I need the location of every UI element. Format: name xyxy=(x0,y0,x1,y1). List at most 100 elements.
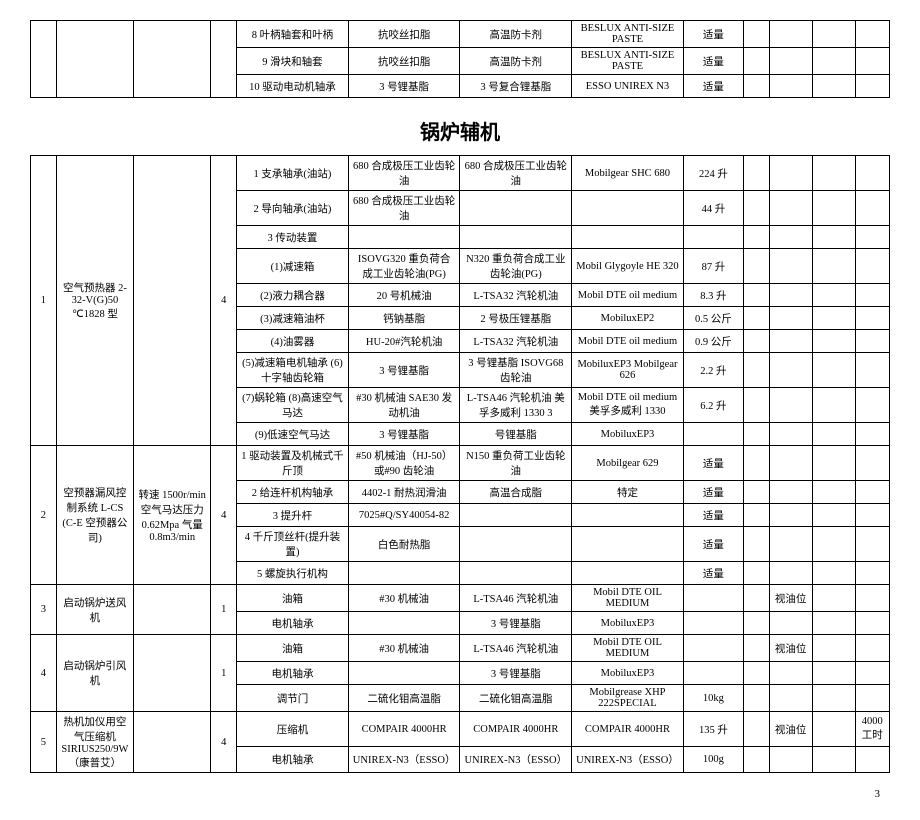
cell xyxy=(855,249,889,284)
cell xyxy=(743,226,769,249)
cell: 1 支承轴承(油站) xyxy=(237,156,349,191)
cell: Mobilgrease XHP 222SPECIAL xyxy=(572,685,684,712)
cell: 适量 xyxy=(683,527,743,562)
cell xyxy=(743,284,769,307)
cell: (4)油雾器 xyxy=(237,330,349,353)
cell: 抗咬丝扣脂 xyxy=(348,21,460,48)
cell xyxy=(743,635,769,662)
cell xyxy=(769,504,812,527)
cell xyxy=(348,612,460,635)
cell xyxy=(769,249,812,284)
cell xyxy=(348,226,460,249)
cell xyxy=(855,284,889,307)
cell xyxy=(855,446,889,481)
cell xyxy=(812,481,855,504)
cell xyxy=(211,21,237,98)
cell xyxy=(134,635,211,712)
cell: 10 驱动电动机轴承 xyxy=(237,75,349,98)
cell: 油箱 xyxy=(237,585,349,612)
cell: 二硫化钼高温脂 xyxy=(348,685,460,712)
cell: 680 合成极压工业齿轮油 xyxy=(348,191,460,226)
page-number: 3 xyxy=(30,788,890,800)
cell xyxy=(812,527,855,562)
cell: 白色耐热脂 xyxy=(348,527,460,562)
cell xyxy=(812,191,855,226)
cell xyxy=(683,662,743,685)
cell xyxy=(855,353,889,388)
cell: ISOVG320 重负荷合成工业齿轮油(PG) xyxy=(348,249,460,284)
cell: 高温合成脂 xyxy=(460,481,572,504)
cell xyxy=(769,662,812,685)
cell: (2)液力耦合器 xyxy=(237,284,349,307)
cell xyxy=(743,21,769,48)
cell xyxy=(31,21,57,98)
cell: 100g xyxy=(683,747,743,773)
cell: 适量 xyxy=(683,48,743,75)
cell xyxy=(683,635,743,662)
cell xyxy=(683,423,743,446)
cell: 3 号锂基脂 xyxy=(348,353,460,388)
cell xyxy=(460,527,572,562)
cell xyxy=(134,585,211,635)
cell xyxy=(743,48,769,75)
cell: 10kg xyxy=(683,685,743,712)
cell xyxy=(743,585,769,612)
cell: 3 传动装置 xyxy=(237,226,349,249)
cell: UNIREX-N3（ESSO） xyxy=(460,747,572,773)
cell xyxy=(572,562,684,585)
cell xyxy=(812,48,855,75)
cell xyxy=(572,527,684,562)
cell xyxy=(769,330,812,353)
cell xyxy=(743,307,769,330)
cell: BESLUX ANTI-SIZE PASTE xyxy=(572,48,684,75)
cell: 4 xyxy=(211,446,237,585)
cell: #30 机械油 xyxy=(348,585,460,612)
cell: Mobilgear SHC 680 xyxy=(572,156,684,191)
cell: MobiluxEP3 xyxy=(572,612,684,635)
cell xyxy=(812,21,855,48)
cell: COMPAIR 4000HR xyxy=(348,712,460,747)
cell xyxy=(769,21,812,48)
cell: Mobil DTE OIL MEDIUM xyxy=(572,635,684,662)
cell: 3 提升杆 xyxy=(237,504,349,527)
cell: Mobil DTE OIL MEDIUM xyxy=(572,585,684,612)
cell: 电机轴承 xyxy=(237,612,349,635)
cell xyxy=(812,226,855,249)
cell xyxy=(812,612,855,635)
cell: Mobil DTE oil medium xyxy=(572,284,684,307)
cell xyxy=(743,685,769,712)
cell xyxy=(769,226,812,249)
cell xyxy=(683,612,743,635)
cell: 1 xyxy=(211,585,237,635)
cell: 钙钠基脂 xyxy=(348,307,460,330)
cell xyxy=(812,249,855,284)
cell xyxy=(348,562,460,585)
cell xyxy=(683,585,743,612)
cell: 1 驱动装置及机械式千斤顶 xyxy=(237,446,349,481)
cell xyxy=(855,75,889,98)
cell xyxy=(855,307,889,330)
cell: 3 号锂基脂 xyxy=(348,423,460,446)
cell: 二硫化钼高温脂 xyxy=(460,685,572,712)
cell xyxy=(743,481,769,504)
cell xyxy=(812,388,855,423)
cell xyxy=(769,423,812,446)
cell: 8 叶柄轴套和叶柄 xyxy=(237,21,349,48)
cell: (1)减速箱 xyxy=(237,249,349,284)
section-title: 锅炉辅机 xyxy=(30,116,890,145)
cell xyxy=(812,504,855,527)
cell xyxy=(812,562,855,585)
cell: COMPAIR 4000HR xyxy=(572,712,684,747)
cell: 3 xyxy=(31,585,57,635)
cell: 7025#Q/SY40054-82 xyxy=(348,504,460,527)
cell xyxy=(743,249,769,284)
cell: 4402-1 耐热润滑油 xyxy=(348,481,460,504)
cell xyxy=(769,75,812,98)
cell: 适量 xyxy=(683,504,743,527)
cell: 启动锅炉引风机 xyxy=(56,635,133,712)
cell: 135 升 xyxy=(683,712,743,747)
cell: 视油位 xyxy=(769,585,812,612)
cell xyxy=(769,527,812,562)
cell: 2.2 升 xyxy=(683,353,743,388)
cell: ESSO UNIREX N3 xyxy=(572,75,684,98)
